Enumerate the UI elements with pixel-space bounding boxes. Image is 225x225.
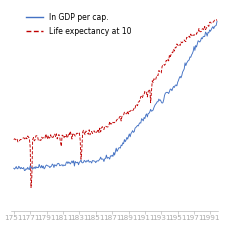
Legend: ln GDP per cap., Life expectancy at 10: ln GDP per cap., Life expectancy at 10 [23, 10, 135, 39]
